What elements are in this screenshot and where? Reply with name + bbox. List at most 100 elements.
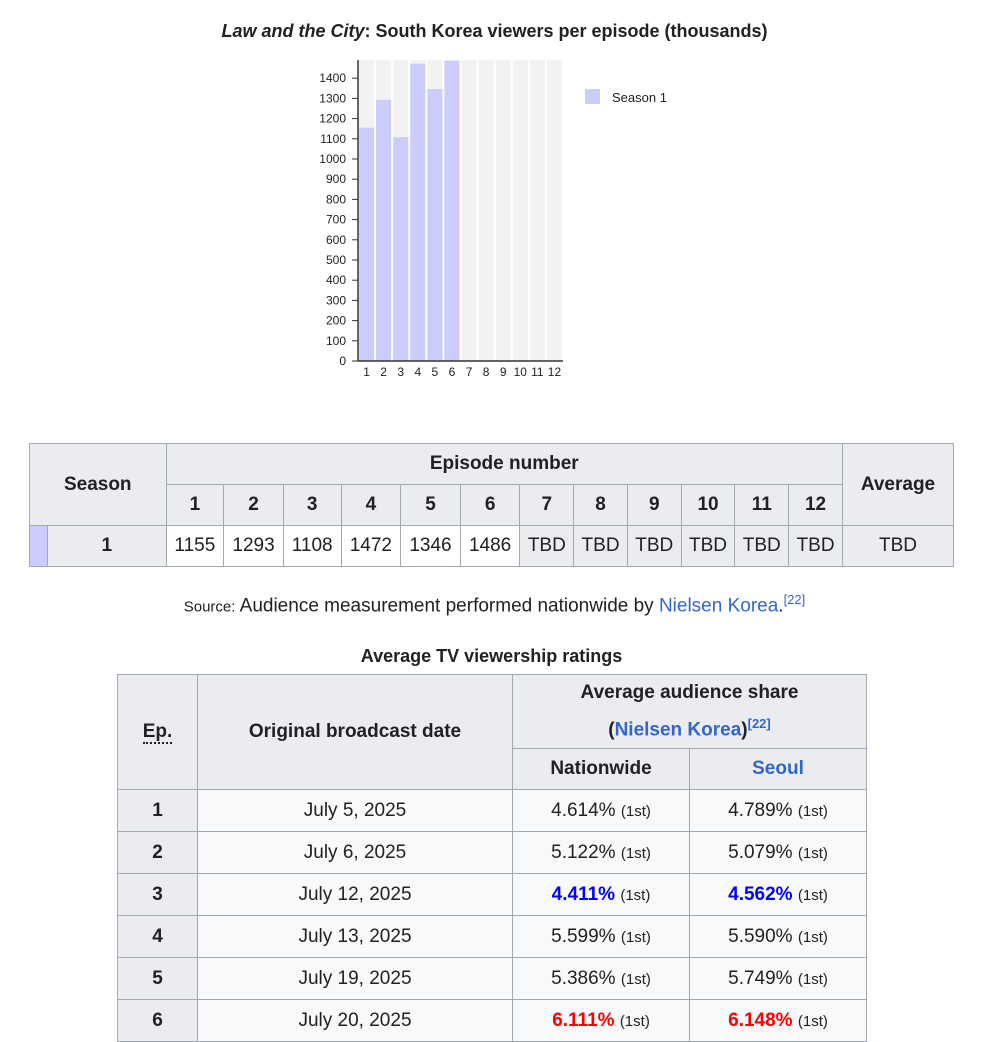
- seoul-cell: 5.749% (1st): [689, 957, 867, 1000]
- episode-header: 7: [519, 484, 575, 526]
- y-tick-label: 600: [326, 233, 346, 247]
- x-tick-label: 6: [449, 365, 456, 379]
- episode-header: 11: [734, 484, 790, 526]
- episode-viewers-cell: TBD: [788, 525, 843, 567]
- category-background: [546, 60, 562, 361]
- category-background: [529, 60, 545, 361]
- ep-header: Ep.: [117, 674, 198, 790]
- table-row: 4 July 13, 2025 5.599% (1st) 5.590% (1st…: [117, 915, 867, 958]
- seoul-link[interactable]: Seoul: [752, 758, 804, 779]
- seoul-cell: 4.562% (1st): [689, 873, 867, 916]
- y-tick-label: 400: [326, 273, 346, 287]
- bar: [376, 99, 392, 362]
- y-tick-label: 900: [326, 172, 346, 186]
- episode-header: 8: [573, 484, 628, 526]
- ep-cell: 3: [117, 873, 198, 916]
- episode-header: 6: [459, 484, 521, 526]
- nielsen-korea-link[interactable]: Nielsen Korea: [658, 595, 779, 617]
- nationwide-cell: 4.614% (1st): [512, 789, 690, 832]
- season-cell: 1: [47, 525, 167, 567]
- episode-viewers-cell: 1293: [223, 525, 284, 567]
- y-tick-label: 0: [339, 354, 346, 368]
- x-tick-label: 7: [466, 365, 473, 379]
- ratings-caption: Average TV viewership ratings: [360, 646, 623, 666]
- seoul-header: Seoul: [689, 748, 867, 790]
- average-header: Average: [842, 443, 954, 526]
- bar: [444, 60, 460, 362]
- x-tick-label: 12: [548, 365, 562, 379]
- y-tick-label: 500: [326, 253, 346, 267]
- bar: [427, 89, 443, 361]
- category-background: [512, 60, 528, 361]
- season-color-swatch: [29, 525, 48, 567]
- y-tick-label: 200: [326, 314, 346, 328]
- bar: [359, 127, 375, 361]
- x-tick-label: 5: [432, 365, 439, 379]
- x-tick-label: 1: [363, 365, 370, 379]
- table-row: 1 1155 1293 1108 1472 1346 1486 TBD TBD TBD TBD TB…: [29, 525, 954, 567]
- average-cell: TBD: [842, 525, 954, 567]
- seoul-cell: 4.789% (1st): [689, 789, 867, 832]
- episode-viewers-cell: 1155: [165, 525, 225, 567]
- date-cell: July 20, 2025: [197, 999, 513, 1042]
- ep-cell: 1: [117, 789, 198, 832]
- y-tick-label: 1300: [319, 91, 346, 105]
- category-background: [461, 60, 477, 361]
- category-background: [495, 60, 511, 361]
- x-tick-label: 10: [514, 365, 528, 379]
- y-tick-label: 100: [326, 334, 346, 348]
- nationwide-cell: 6.111% (1st): [512, 999, 690, 1042]
- episode-header: 2: [223, 484, 284, 526]
- date-cell: July 19, 2025: [197, 957, 513, 1000]
- table-row: 3 July 12, 2025 4.411% (1st) 4.562% (1st…: [117, 873, 867, 916]
- episode-viewers-cell: 1486: [459, 525, 521, 567]
- seoul-cell: 5.079% (1st): [689, 831, 867, 874]
- nationwide-cell: 5.386% (1st): [512, 957, 690, 1000]
- episode-header: 3: [282, 484, 342, 526]
- episode-viewers-cell: TBD: [519, 525, 575, 567]
- reference-link[interactable]: [22]: [747, 716, 771, 732]
- episode-viewers-cell: TBD: [680, 525, 736, 567]
- date-header: Original broadcast date: [197, 674, 513, 790]
- ratings-table: Ep. Original broadcast date Average audi…: [117, 674, 867, 1042]
- viewers-bar-chart: 1 2 3 4 5 6 7 8 9 10 11 120100200300400500600700800…: [319, 60, 667, 379]
- x-tick-label: 4: [414, 365, 421, 379]
- seoul-cell: 5.590% (1st): [689, 915, 867, 958]
- source-note: Source: Audience measurement performed n…: [183, 592, 806, 617]
- nielsen-korea-link[interactable]: Nielsen Korea: [614, 719, 742, 741]
- x-tick-label: 9: [500, 365, 507, 379]
- y-tick-label: 800: [326, 192, 346, 206]
- y-tick-label: 1100: [320, 132, 346, 146]
- y-tick-label: 1200: [319, 112, 346, 126]
- seoul-cell: 6.148% (1st): [689, 999, 867, 1042]
- x-tick-label: 2: [380, 365, 387, 379]
- ep-cell: 2: [117, 831, 198, 874]
- episode-header: 12: [788, 484, 843, 526]
- episode-viewers-cell: TBD: [734, 525, 790, 567]
- season-header: Season: [29, 443, 167, 526]
- episode-number-header: Episode number: [165, 443, 844, 485]
- nationwide-cell: 5.122% (1st): [512, 831, 690, 874]
- table-row: 5 July 19, 2025 5.386% (1st) 5.749% (1st…: [117, 957, 867, 1000]
- reference-link[interactable]: [22]: [783, 592, 806, 607]
- x-tick-label: 8: [483, 365, 490, 379]
- nationwide-header: Nationwide: [512, 748, 690, 790]
- bar: [393, 137, 409, 361]
- date-cell: July 12, 2025: [197, 873, 513, 916]
- legend-swatch: [585, 89, 600, 104]
- y-tick-label: 700: [326, 213, 346, 227]
- episode-header: 9: [626, 484, 682, 526]
- episode-header: 1: [165, 484, 225, 526]
- date-cell: July 13, 2025: [197, 915, 513, 958]
- episode-viewers-cell: TBD: [626, 525, 682, 567]
- date-cell: July 5, 2025: [197, 789, 513, 832]
- episode-viewers-cell: TBD: [573, 525, 628, 567]
- episode-header: 10: [680, 484, 736, 526]
- y-tick-label: 300: [326, 293, 346, 307]
- episode-header: 4: [340, 484, 402, 526]
- episode-viewers-cell: 1472: [340, 525, 402, 567]
- ep-cell: 5: [117, 957, 198, 1000]
- bar: [410, 63, 426, 362]
- x-tick-label: 11: [531, 365, 544, 379]
